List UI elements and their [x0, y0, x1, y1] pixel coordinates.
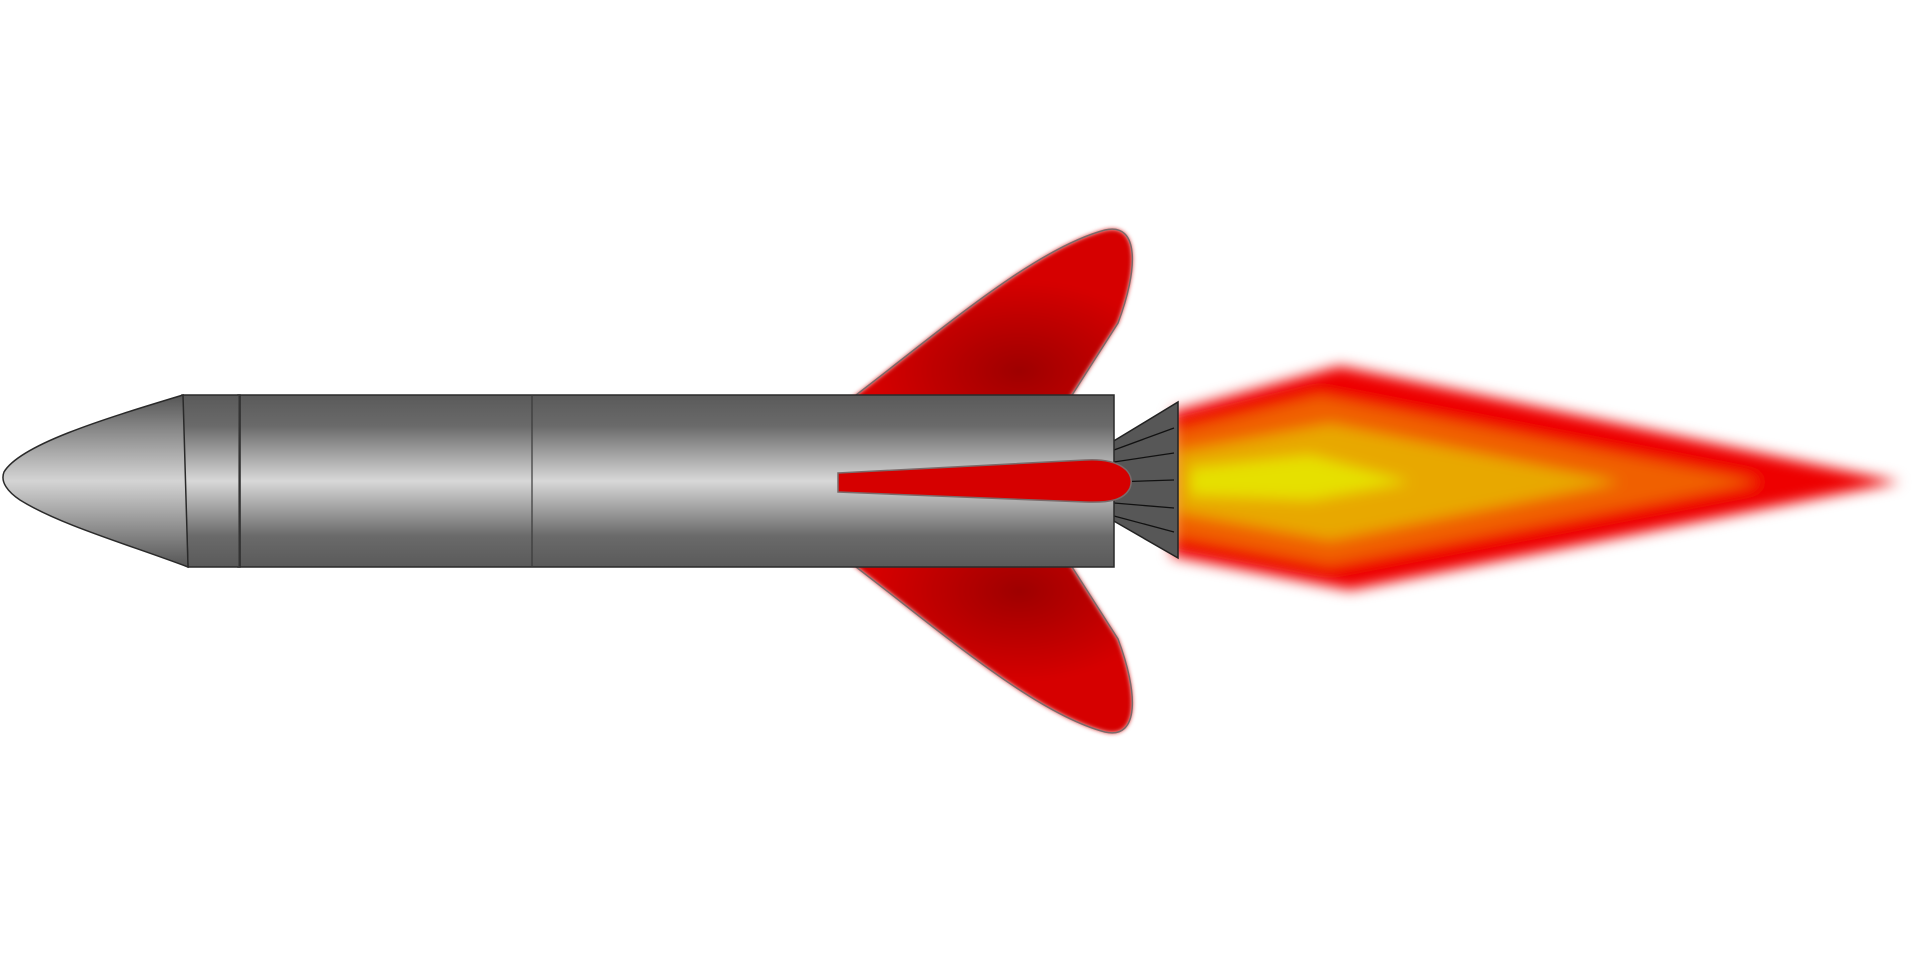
rocket-body: [2, 393, 1115, 569]
flame-core-layer: [1190, 455, 1410, 500]
bottom-fin: [832, 550, 1134, 734]
nose-cone: [2, 393, 189, 569]
top-fin: [832, 228, 1134, 412]
exhaust-flame: [1172, 366, 1900, 590]
nozzle: [1111, 400, 1179, 560]
side-fin: [837, 459, 1132, 503]
nose-collar: [181, 394, 241, 568]
